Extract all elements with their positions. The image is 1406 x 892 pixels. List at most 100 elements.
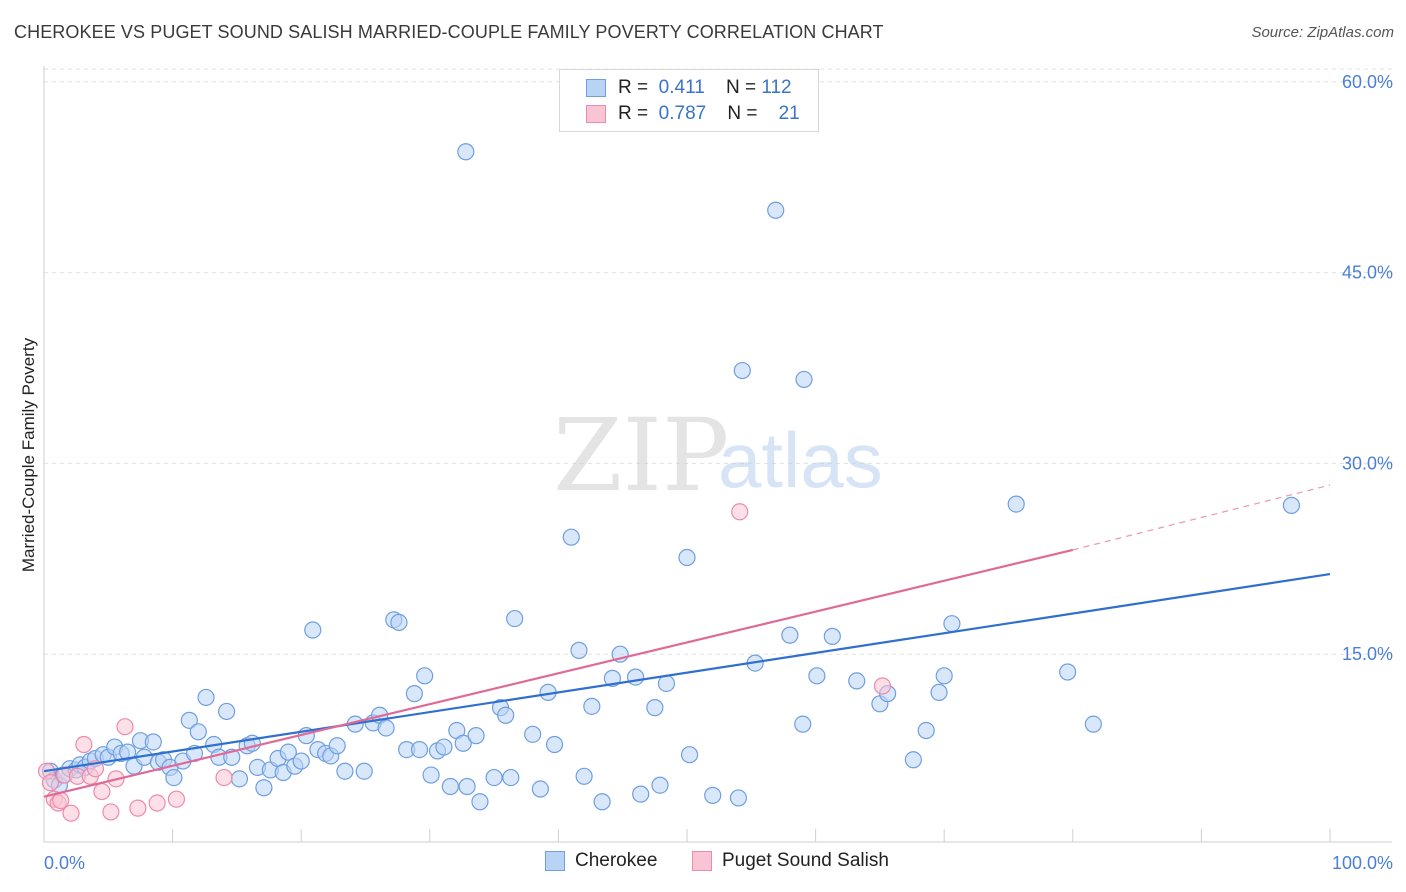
- cherokee-point: [506, 609, 524, 628]
- cherokee-point: [336, 762, 354, 780]
- cherokee-point: [562, 528, 580, 546]
- cherokee-point: [781, 626, 799, 644]
- cherokee-point: [632, 785, 650, 803]
- watermark-zip: ZIP: [553, 397, 729, 514]
- cherokee-point: [405, 685, 423, 703]
- cherokee-point: [1007, 495, 1025, 513]
- bottom-legend-label-salish: Puget Sound Salish: [722, 850, 889, 871]
- cherokee-point: [435, 738, 453, 756]
- legend-n-value: 112: [761, 77, 792, 98]
- trend-line-salish-extension: [1072, 484, 1331, 551]
- cherokee-point: [646, 699, 664, 717]
- legend-swatch-salish: [586, 105, 606, 123]
- cherokee-point: [497, 706, 515, 724]
- salish-point: [62, 804, 80, 822]
- cherokee-point: [729, 789, 748, 807]
- trend-line-salish: [43, 548, 1074, 798]
- salish-point: [75, 735, 93, 754]
- cherokee-point: [904, 751, 922, 769]
- cherokee-point: [1282, 496, 1301, 514]
- cherokee-point: [794, 715, 812, 733]
- salish-point: [731, 503, 749, 521]
- cherokee-point: [848, 672, 866, 690]
- x-tick-label-max: 100.0%: [1332, 853, 1393, 873]
- salish-point: [129, 799, 147, 817]
- salish-point: [102, 803, 120, 821]
- cherokee-point: [575, 767, 593, 785]
- cherokee-point: [230, 770, 249, 788]
- cherokee-point: [531, 780, 549, 798]
- cherokee-point: [118, 743, 137, 761]
- y-tick-label: 15.0%: [1342, 644, 1393, 664]
- cherokee-point: [678, 548, 696, 567]
- cherokee-point: [416, 667, 434, 685]
- legend-r-label: R =: [618, 77, 649, 98]
- cherokee-point: [935, 667, 953, 685]
- axes: [43, 66, 1392, 843]
- legend-n-label: N =: [727, 103, 758, 124]
- y-tick-label: 60.0%: [1342, 72, 1393, 92]
- bottom-legend-swatch-salish: [692, 851, 712, 871]
- salish-point: [116, 718, 134, 736]
- cherokee-point: [255, 779, 273, 797]
- cherokee-point: [458, 777, 476, 796]
- chart-title: CHEROKEE VS PUGET SOUND SALISH MARRIED-C…: [14, 22, 884, 42]
- legend-row-salish: R = 0.787 N = 21: [586, 101, 800, 127]
- legend-r-label: R =: [618, 103, 649, 124]
- cherokee-point: [593, 793, 611, 811]
- correlation-legend: R = 0.411 N = 112 R = 0.787 N = 21: [559, 69, 819, 132]
- cherokee-point: [410, 740, 429, 759]
- trend-lines: [43, 484, 1331, 798]
- cherokee-point: [704, 786, 722, 804]
- cherokee-point: [570, 641, 588, 659]
- y-tick-label: 30.0%: [1342, 453, 1393, 473]
- cherokee-point: [808, 667, 826, 685]
- bottom-legend-swatch-cherokee: [545, 851, 565, 871]
- y-axis-title: Married-Couple Family Poverty: [19, 337, 38, 572]
- cherokee-point: [733, 361, 751, 380]
- cherokee-point: [651, 776, 669, 794]
- cherokee-point: [441, 777, 459, 796]
- x-tick-label-min: 0.0%: [44, 853, 85, 873]
- cherokee-point: [795, 370, 813, 389]
- cherokee-point: [189, 723, 207, 741]
- legend-row-cherokee: R = 0.411 N = 112: [586, 75, 792, 101]
- salish-point: [41, 774, 60, 792]
- cherokee-point: [471, 793, 489, 811]
- grid-lines: [44, 68, 1392, 655]
- cherokee-point: [657, 674, 676, 693]
- cherokee-point: [218, 702, 236, 721]
- cherokee-point: [943, 615, 961, 633]
- cherokee-point: [485, 768, 503, 787]
- cherokee-point: [626, 668, 645, 686]
- cherokee-point: [304, 621, 322, 639]
- cherokee-point: [680, 746, 699, 764]
- cherokee-point: [454, 734, 472, 752]
- bottom-legend-label-cherokee: Cherokee: [575, 850, 658, 871]
- cherokee-point: [583, 697, 601, 715]
- cherokee-point: [1059, 663, 1077, 681]
- trend-line-cherokee: [43, 572, 1331, 773]
- legend-swatch-cherokee: [586, 79, 606, 97]
- legend-r-value: 0.787: [658, 103, 707, 124]
- cherokee-point: [377, 719, 395, 737]
- cherokee-point: [930, 683, 948, 701]
- cherokee-point: [1084, 715, 1102, 733]
- y-tick-label: 45.0%: [1342, 263, 1393, 283]
- salish-point: [215, 768, 233, 787]
- cherokee-point: [279, 743, 297, 761]
- bottom-legend-cherokee: Cherokee: [545, 850, 657, 872]
- cherokee-point: [502, 768, 520, 787]
- cherokee-point: [467, 727, 485, 745]
- cherokee-point: [197, 688, 215, 707]
- source-label: Source: ZipAtlas.com: [1251, 24, 1394, 41]
- cherokee-point: [390, 613, 408, 632]
- cherokee-point: [355, 762, 373, 780]
- cherokee-point: [545, 735, 564, 754]
- legend-n-label: N =: [725, 77, 757, 98]
- axis-labels: 15.0% 30.0% 45.0% 60.0% 0.0% 100.0% Married-Co…: [19, 72, 1393, 873]
- watermark-atlas: atlas: [718, 416, 883, 504]
- cherokee-point: [823, 627, 841, 645]
- cherokee-point: [328, 737, 346, 755]
